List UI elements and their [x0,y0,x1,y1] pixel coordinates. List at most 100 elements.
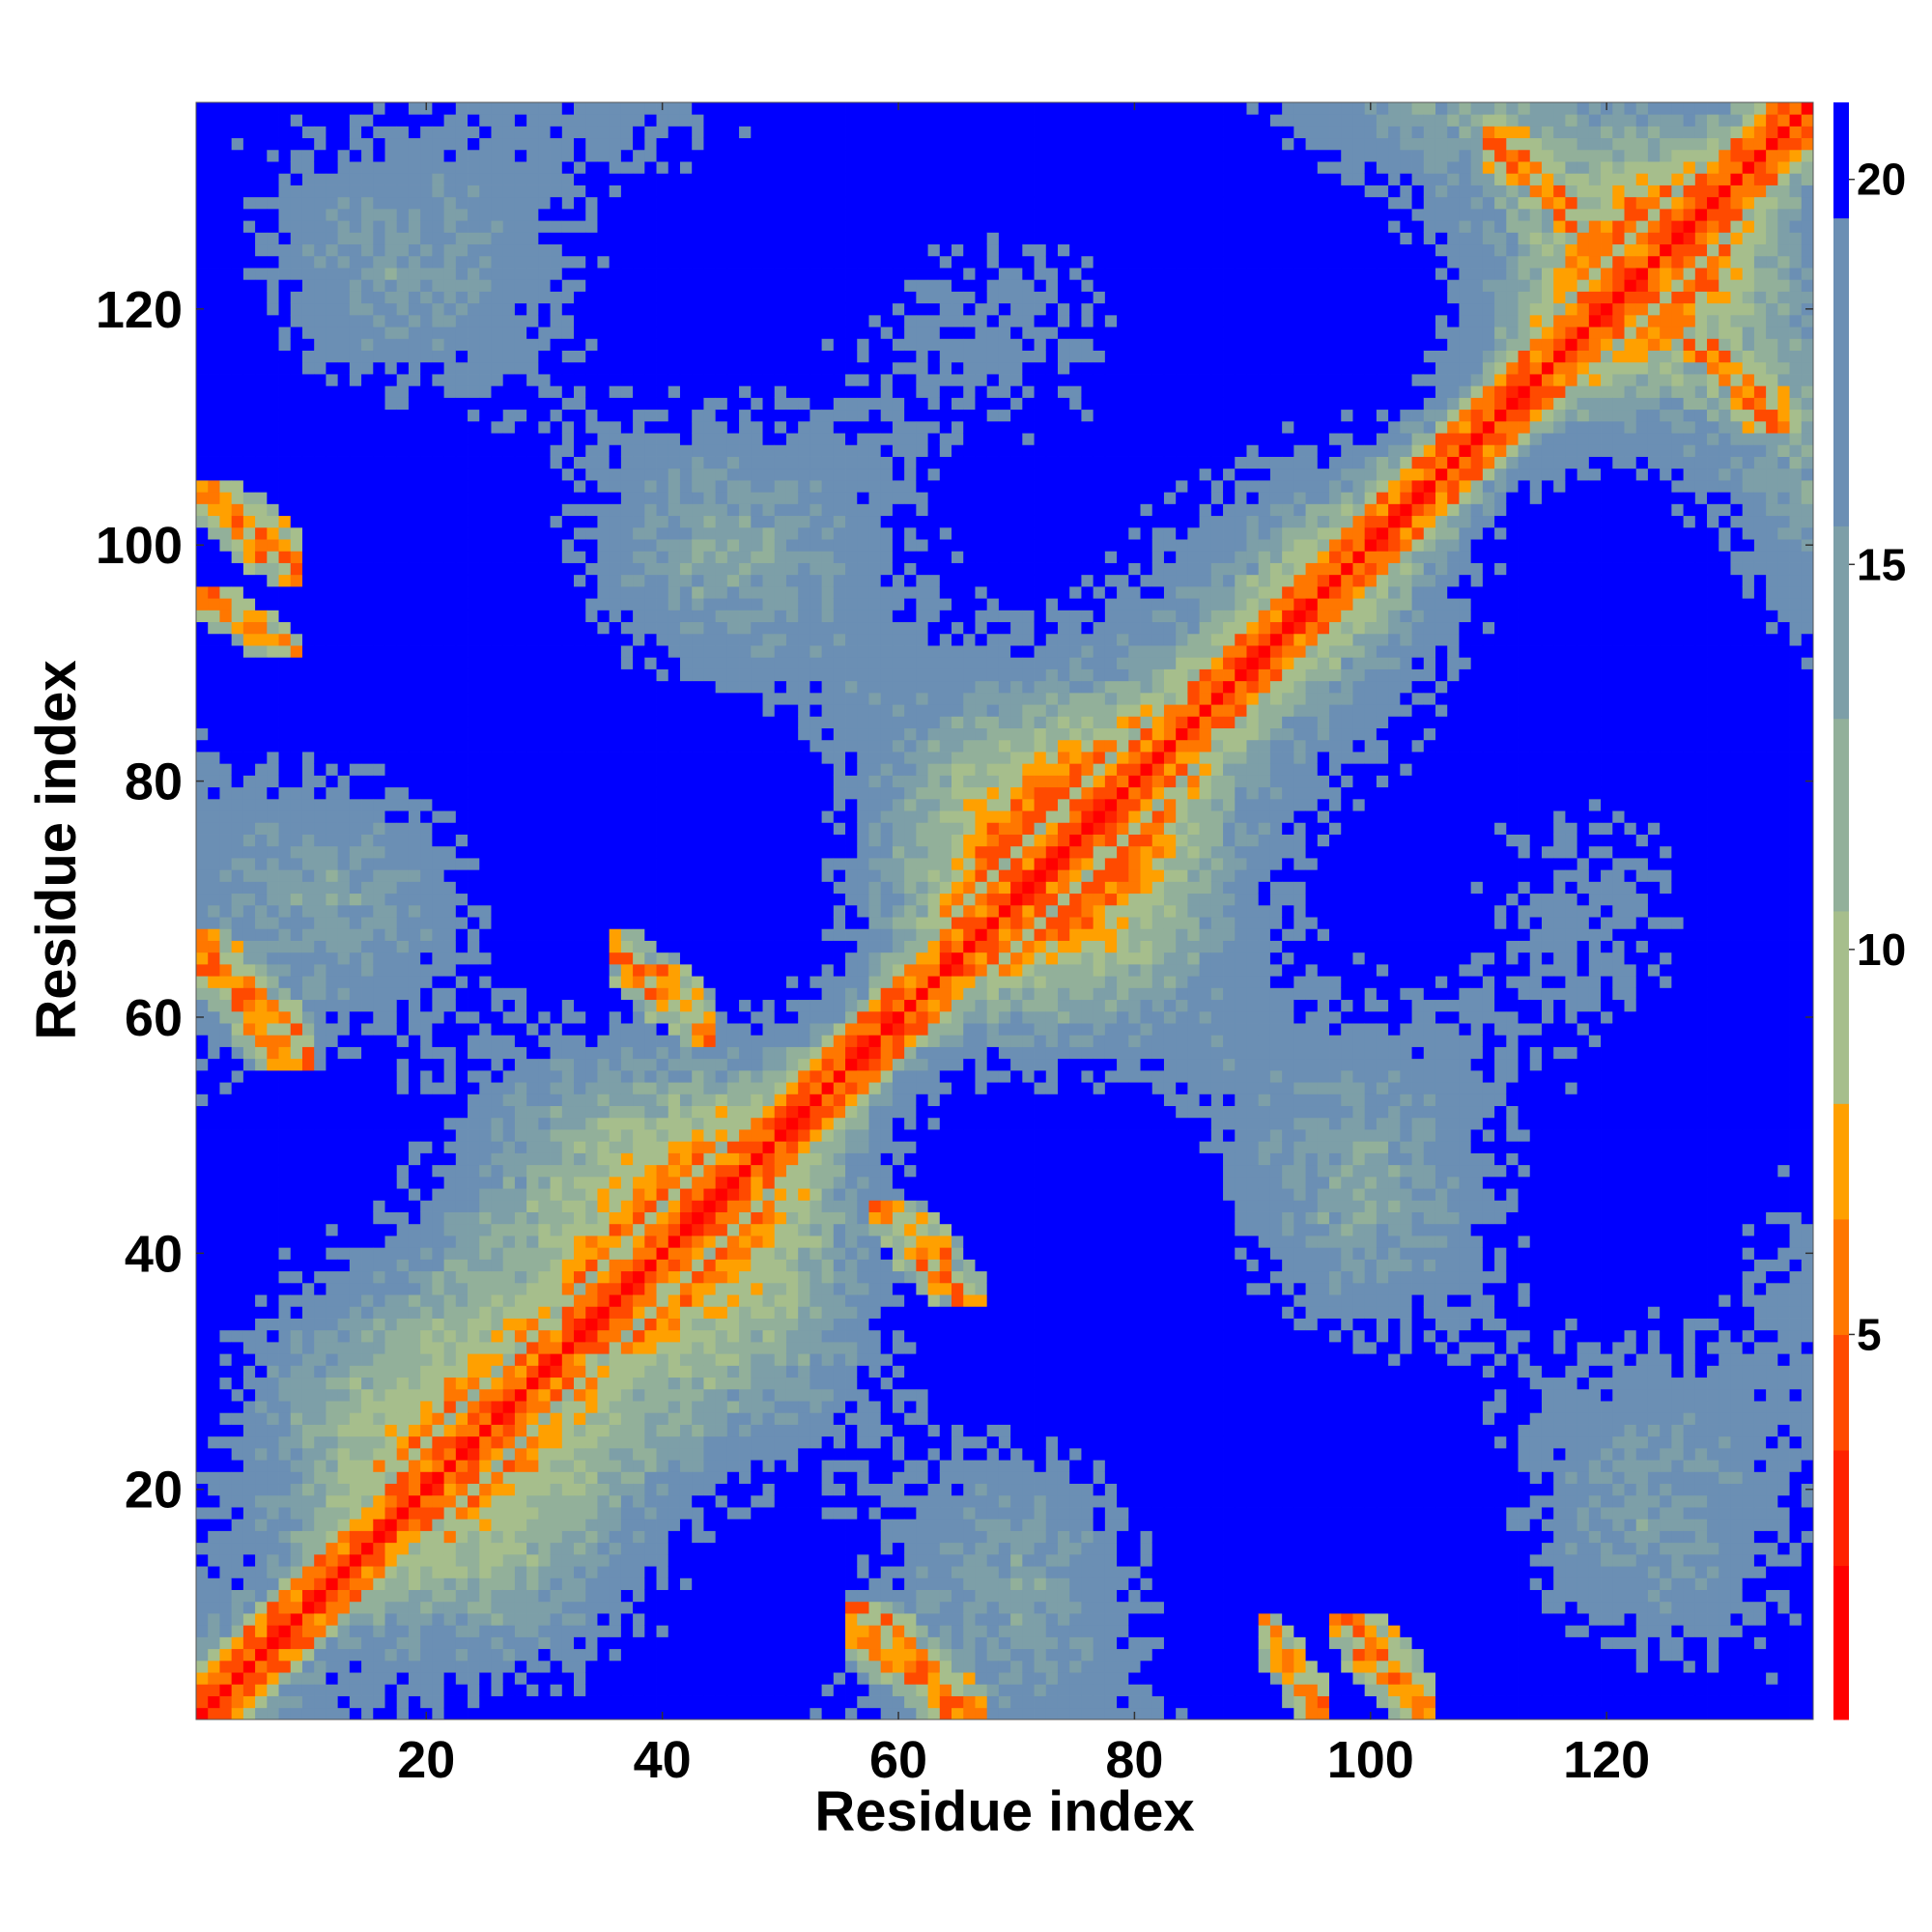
heatmap-cell [574,1447,586,1461]
heatmap-cell [255,1695,268,1709]
heatmap-cell [455,610,469,623]
heatmap-cell [432,881,444,895]
heatmap-cell [208,928,220,941]
heatmap-cell [373,727,385,741]
heatmap-cell [479,361,492,375]
heatmap-cell [326,1636,339,1650]
heatmap-cell [597,102,611,115]
heatmap-cell [609,798,622,811]
heatmap-cell [420,1471,433,1485]
heatmap-cell [349,1707,362,1720]
heatmap-cell [561,1589,575,1603]
heatmap-cell [231,633,244,646]
heatmap-cell [597,881,611,895]
heatmap-cell [574,834,586,847]
heatmap-cell [349,598,362,611]
heatmap-cell [561,1365,575,1378]
heatmap-cell [349,444,362,457]
heatmap-cell [290,114,303,127]
heatmap-cell [290,668,303,682]
heatmap-cell [349,680,362,694]
heatmap-cell [290,1105,303,1119]
heatmap-cell [574,585,586,599]
heatmap-cell [361,610,374,623]
heatmap-cell [290,657,303,669]
heatmap-cell [231,928,244,941]
heatmap-cell [396,327,410,339]
heatmap-cell [514,409,527,422]
heatmap-cell [219,752,233,764]
heatmap-cell [514,1566,527,1578]
heatmap-cell [443,1519,457,1531]
heatmap-cell [242,987,256,1001]
heatmap-cell [314,657,327,669]
heatmap-cell [290,917,303,929]
heatmap-cell [420,1577,433,1590]
heatmap-cell [491,1069,504,1083]
heatmap-cell [314,810,327,823]
heatmap-cell [408,114,421,127]
heatmap-cell [585,598,598,611]
heatmap-cell [373,1636,385,1650]
heatmap-cell [384,456,398,469]
heatmap-cell [443,503,457,517]
heatmap-cell [514,598,527,611]
heatmap-cell [479,1553,492,1567]
heatmap-cell [408,492,421,504]
heatmap-cell [361,161,374,174]
heatmap-cell [384,361,398,375]
heatmap-cell [526,1023,539,1036]
heatmap-cell [420,657,433,669]
heatmap-cell [219,763,233,776]
heatmap-cell [408,1412,421,1425]
heatmap-cell [491,869,504,882]
heatmap-cell [384,1589,398,1603]
heatmap-cell [396,1660,410,1673]
heatmap-cell [443,1542,457,1555]
heatmap-cell [208,196,220,210]
heatmap-cell [384,232,398,245]
heatmap-cell [314,208,327,221]
heatmap-cell [597,775,611,788]
heatmap-cell [290,1447,303,1461]
heatmap-cell [349,1494,362,1508]
heatmap-cell [242,503,256,517]
heatmap-cell [361,1058,374,1071]
heatmap-cell [326,1306,339,1319]
heatmap-cell [208,1129,220,1142]
heatmap-cell [242,433,256,445]
heatmap-cell [585,161,598,174]
heatmap-cell [278,858,292,870]
heatmap-cell [561,1401,575,1413]
heatmap-cell [396,526,410,540]
heatmap-cell [242,243,256,257]
heatmap-cell [468,1318,480,1331]
heatmap-cell [396,361,410,375]
heatmap-cell [196,1164,209,1178]
heatmap-cell [208,255,220,269]
heatmap-cell [255,1494,268,1508]
heatmap-cell [514,1401,527,1413]
heatmap-cell [255,480,268,493]
heatmap-cell [373,633,385,646]
heatmap-cell [561,1117,575,1130]
heatmap-cell [208,1282,220,1295]
heatmap-cell [526,893,539,906]
heatmap-cell [219,1329,233,1343]
heatmap-cell [479,775,492,788]
heatmap-cell [396,1435,410,1449]
heatmap-cell [337,692,351,705]
heatmap-cell [267,1035,279,1047]
heatmap-cell [278,1259,292,1272]
heatmap-cell [468,1577,480,1590]
heatmap-cell [267,917,279,929]
heatmap-cell [468,1188,480,1201]
heatmap-cell [408,881,421,895]
heatmap-cell [420,976,433,988]
heatmap-cell [468,1553,480,1567]
heatmap-cell [361,1577,374,1590]
heatmap-cell [526,716,539,729]
heatmap-cell [514,1058,527,1071]
heatmap-cell [514,1672,527,1685]
heatmap-cell [538,173,551,185]
